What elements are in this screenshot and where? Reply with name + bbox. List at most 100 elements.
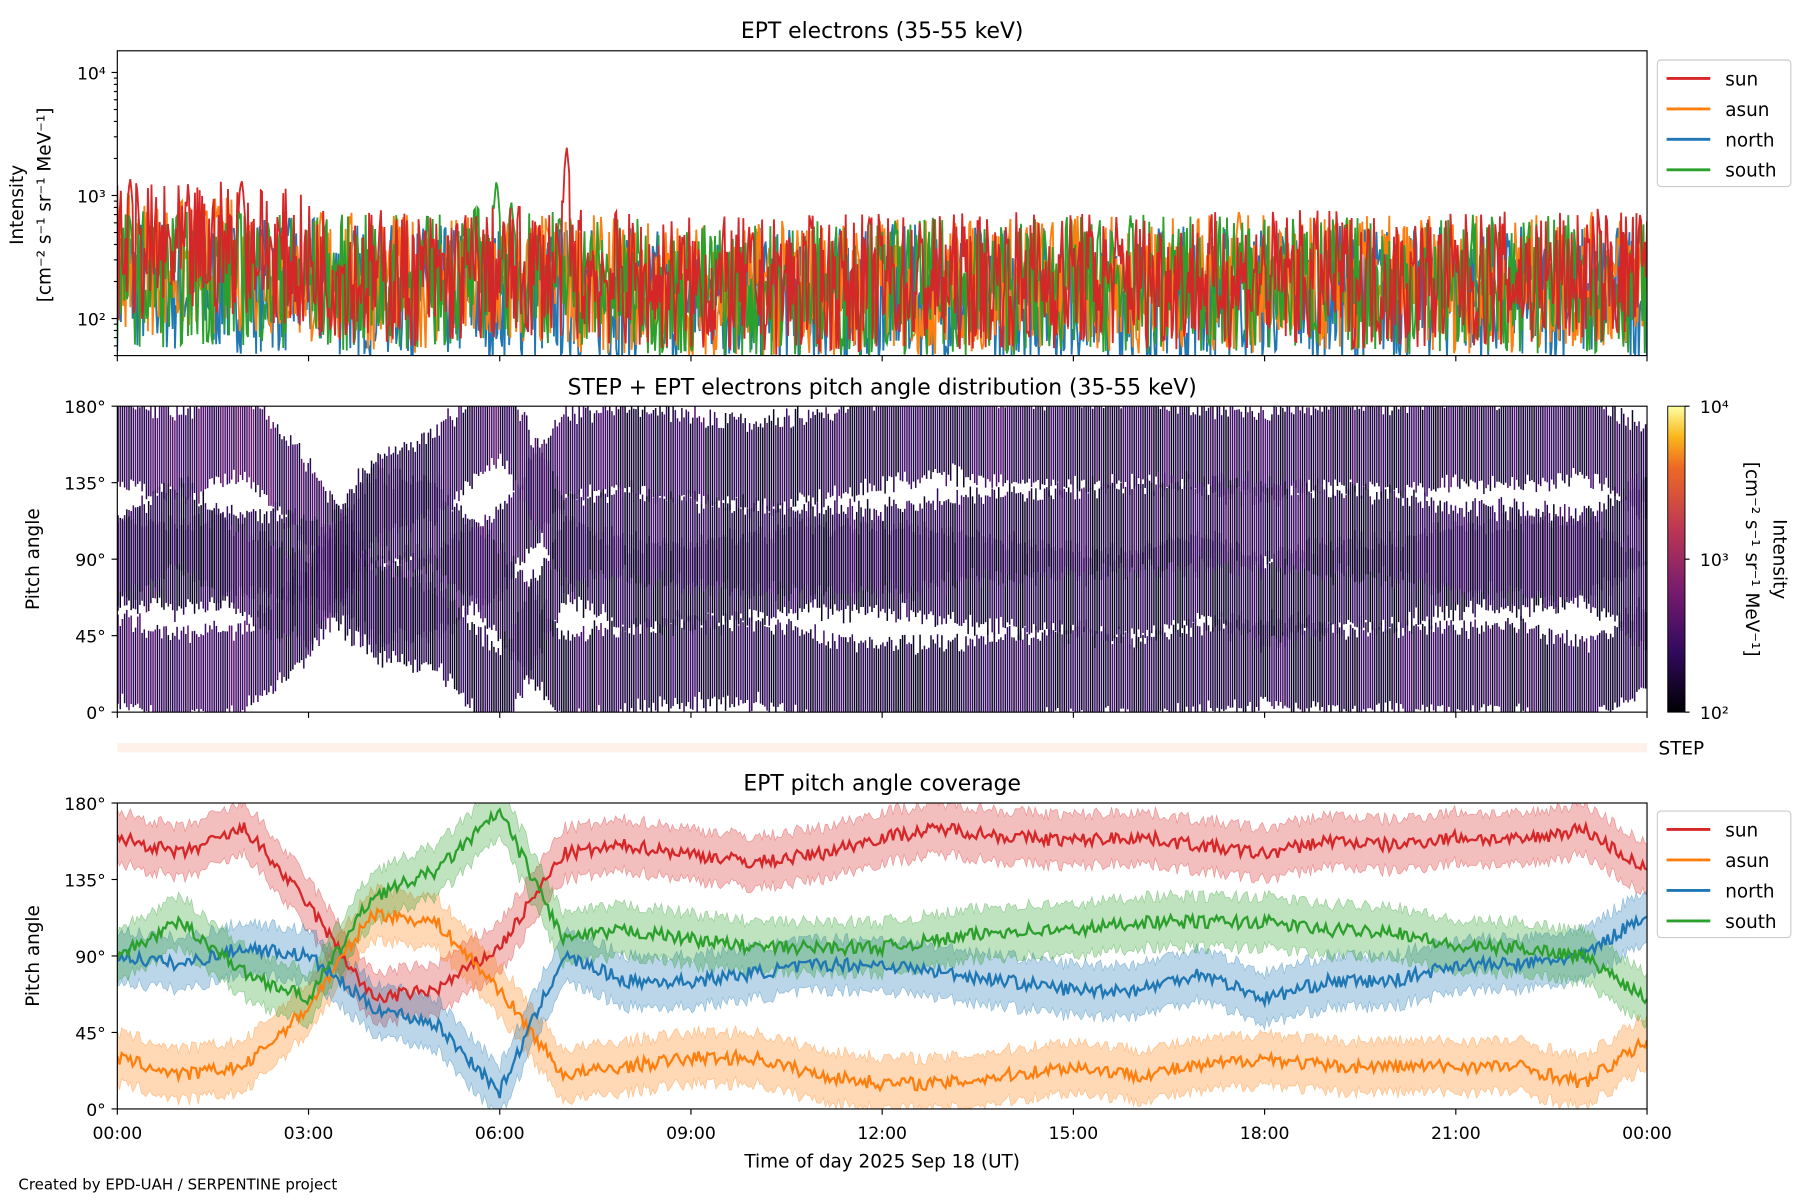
x-tick-label: 15:00 [1049,1124,1099,1144]
heatmap-cell [379,454,382,534]
heatmap-cell [1572,406,1575,469]
heatmap-cell [276,602,279,681]
heatmap-cell [508,639,510,713]
heatmap-cell [368,563,371,645]
heatmap-cell [587,639,589,713]
heatmap-cell [176,528,178,611]
heatmap-cell [1032,499,1035,573]
heatmap-cell [1498,408,1500,482]
heatmap-cell [1059,406,1061,495]
heatmap-cell [1330,497,1332,578]
heatmap-cell [248,623,250,696]
heatmap-cell [1448,406,1450,493]
heatmap-cell [615,534,618,628]
heatmap-cell [879,406,882,491]
heatmap-cell [239,524,242,613]
heatmap-cell [619,406,622,490]
heatmap-cell [766,505,768,592]
heatmap-cell [768,512,771,589]
heatmap-cell [1288,406,1291,495]
heatmap-cell [1430,625,1433,705]
heatmap-cell [845,513,847,601]
heatmap-cell [1227,621,1229,706]
heatmap-cell [147,501,150,585]
colorbar-tick: 10² [1700,704,1729,724]
heatmap-cell [925,502,928,585]
heatmap-cell [1400,623,1402,705]
heatmap-cell [1083,626,1085,713]
heatmap-cell [729,504,731,597]
heatmap-cell [1358,489,1361,584]
heatmap-cell [1002,496,1004,584]
heatmap-cell [753,631,755,704]
heatmap-cell [1148,630,1151,713]
heatmap-cell [783,416,786,502]
heatmap-cell [1480,625,1483,708]
heatmap-cell [458,510,460,590]
heatmap-cell [1303,630,1306,712]
heatmap-cell [1531,628,1533,713]
heatmap-cell [772,508,775,582]
heatmap-cell [1620,408,1623,503]
heatmap-cell [445,543,447,631]
heatmap-cell [700,627,703,700]
heatmap-cell [722,502,725,583]
heatmap-cell [694,406,696,500]
heatmap-cell [372,574,375,658]
heatmap-cell [869,508,871,582]
heatmap-cell [150,504,152,580]
heatmap-cell [565,406,567,495]
heatmap-cell [1037,638,1039,713]
heatmap-cell [355,549,358,631]
heatmap-cell [123,406,126,488]
heatmap-cell [609,484,611,582]
heatmap-cell [820,507,823,595]
heatmap-cell [410,587,412,665]
heatmap-cell [357,559,360,632]
heatmap-cell [1229,480,1232,573]
heatmap-cell [539,456,541,530]
heatmap-cell [630,406,633,493]
heatmap-cell [440,591,443,664]
heatmap-cell [1402,635,1404,709]
heatmap-cell [1349,407,1352,480]
heatmap-cell [729,627,731,708]
heatmap-cell [1494,623,1496,706]
heatmap-cell [1046,543,1048,629]
heatmap-cell [1321,411,1323,486]
heatmap-cell [1312,553,1315,637]
heatmap-cell [156,418,159,494]
heatmap-cell [169,415,172,487]
heatmap-cell [300,554,303,649]
heatmap-cell [412,576,414,673]
heatmap-cell [932,639,934,713]
heatmap-cell [1435,406,1437,492]
heatmap-cell [171,632,174,713]
heatmap-cell [482,406,484,474]
heatmap-cell [1056,556,1059,634]
heatmap-cell [652,497,655,587]
heatmap-cell [574,413,576,499]
heatmap-cell [654,408,657,504]
heatmap-cell [1067,639,1070,712]
heatmap-cell [755,497,757,595]
heatmap-cell [1137,553,1140,630]
heatmap-cell [1386,539,1389,635]
heatmap-cell [1472,501,1474,598]
heatmap-cell [576,633,578,712]
heatmap-cell [1183,486,1186,577]
heatmap-cell [1041,632,1044,713]
heatmap-cell [1006,627,1009,713]
heatmap-cell [556,627,559,713]
heatmap-cell [576,424,578,500]
heatmap-cell [257,540,259,618]
heatmap-cell [1255,622,1258,707]
heatmap-cell [493,646,495,713]
heatmap-cell [1308,537,1310,629]
heatmap-cell [628,633,631,713]
heatmap-cell [567,416,569,508]
heatmap-cell [890,639,893,713]
heatmap-cell [595,625,598,713]
heatmap-cell [521,608,524,698]
heatmap-cell [1592,511,1594,608]
